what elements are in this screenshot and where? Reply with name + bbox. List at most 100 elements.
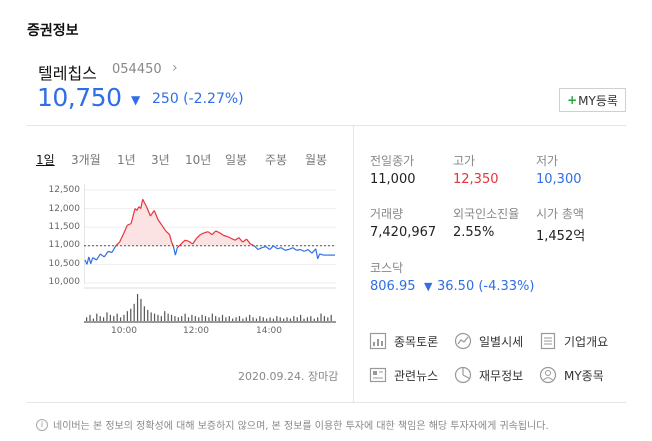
volume-bar (123, 314, 125, 321)
price-chart[interactable] (84, 184, 336, 324)
volume-bar (249, 314, 251, 321)
volume-bar (317, 317, 319, 321)
price-line-segment (227, 235, 232, 239)
up-fill-area (85, 199, 335, 246)
volume-bar (133, 303, 135, 321)
price-line-segment (311, 248, 317, 254)
volume-bar (204, 316, 207, 321)
volume-bar (174, 316, 176, 321)
volume-bar (289, 318, 292, 321)
volume-bar (102, 317, 105, 321)
tab-monthly-candle[interactable]: 월봉 (305, 153, 328, 167)
volume-bar (99, 316, 101, 321)
volume-bar (177, 317, 179, 321)
price-line-segment (246, 238, 251, 245)
price-line-segment (136, 206, 140, 211)
stock-name[interactable]: 텔레칩스 (38, 64, 97, 83)
price-line-segment (111, 245, 117, 253)
stat-label: 시가 총액 (536, 207, 584, 221)
price-line-segment (140, 199, 144, 209)
volume-bar (164, 311, 166, 321)
volume-bar (211, 313, 213, 321)
price-line-segment (107, 250, 113, 254)
volume-bar (194, 316, 196, 321)
volume-bar (310, 316, 312, 321)
tab-3month[interactable]: 3개월 (71, 153, 101, 167)
volume-bar (262, 317, 264, 321)
volume-bar (283, 318, 285, 321)
tab-1year[interactable]: 1년 (117, 153, 136, 167)
price-line-segment (174, 247, 178, 256)
volume-bar (327, 317, 329, 321)
link-company-overview[interactable]: 기업개요 (538, 331, 608, 351)
volume-bar (279, 317, 281, 321)
y-tick-label: 12,500 (48, 185, 81, 195)
tab-1day[interactable]: 1일 (36, 153, 55, 167)
volume-bar (160, 316, 162, 321)
price-change: 250 (-2.27%) (152, 91, 244, 107)
link-daily-price[interactable]: 일별시세 (453, 331, 523, 351)
link-label: MY종목 (564, 368, 604, 383)
volume-bar (235, 317, 237, 321)
volume-bar (306, 317, 309, 321)
volume-bar (272, 318, 275, 321)
volume-bar (126, 311, 128, 321)
price-line-segment (238, 237, 244, 243)
price-line-segment (130, 208, 136, 224)
price-line-segment (211, 230, 217, 236)
y-tick-label: 12,000 (48, 204, 81, 214)
tab-3year[interactable]: 3년 (151, 153, 170, 167)
tab-daily-candle[interactable]: 일봉 (225, 153, 248, 167)
divider-top (27, 125, 626, 126)
price-line-segment (90, 257, 94, 264)
volume-bar (147, 309, 149, 321)
volume-bar (303, 318, 305, 321)
price-line-segment (119, 233, 125, 243)
volume-bar (293, 316, 295, 321)
price-line-segment (253, 245, 259, 250)
price-line-segment (315, 248, 319, 259)
link-financial-info[interactable]: 재무정보 (453, 365, 523, 385)
stock-code[interactable]: 054450 (112, 62, 162, 77)
volume-bar (113, 316, 115, 321)
price-line-segment (261, 245, 266, 249)
link-my-stocks[interactable]: MY종목 (538, 365, 604, 385)
link-stock-discussion[interactable]: 종목토론 (368, 331, 438, 351)
my-register-button[interactable]: + MY등록 (559, 88, 626, 112)
volume-bar (208, 317, 210, 321)
volume-bar (225, 317, 227, 321)
plus-icon: + (567, 93, 578, 107)
y-tick-label: 10,500 (48, 259, 81, 269)
volume-bar (130, 308, 132, 321)
stat-value: 12,350 (453, 172, 499, 187)
price-line-segment (303, 248, 309, 252)
stat-label: 외국인소진율 (453, 207, 520, 221)
news-icon (368, 365, 388, 385)
stat-label: 저가 (536, 154, 559, 168)
price-line-segment (149, 210, 155, 217)
tab-10year[interactable]: 10년 (185, 153, 212, 167)
price-line-segment (180, 239, 186, 245)
kosdaq-change: 36.50 (-4.33%) (437, 279, 535, 294)
price-line-segment (176, 243, 182, 249)
chart-bar-icon (368, 331, 388, 351)
volume-bar (170, 314, 173, 321)
link-related-news[interactable]: 관련뉴스 (368, 365, 438, 385)
volume-bar (323, 316, 326, 321)
volume-bar (286, 317, 288, 321)
price-line-segment (273, 245, 278, 250)
volume-bar (191, 314, 193, 321)
volume-bar (300, 314, 302, 321)
tab-weekly-candle[interactable]: 주봉 (265, 153, 288, 167)
price-line-segment (269, 245, 274, 250)
kosdaq-label: 코스닥 (370, 261, 404, 275)
price-line-segment (296, 248, 301, 251)
y-tick-label: 10,000 (48, 277, 81, 287)
volume-bar (255, 318, 258, 321)
link-label: 일별시세 (479, 334, 524, 349)
volume-bar (184, 313, 186, 321)
price-line-segment (284, 248, 289, 251)
price-line-segment (92, 257, 97, 261)
pie-chart-icon (453, 365, 473, 385)
chevron-right-icon[interactable]: › (172, 60, 178, 76)
